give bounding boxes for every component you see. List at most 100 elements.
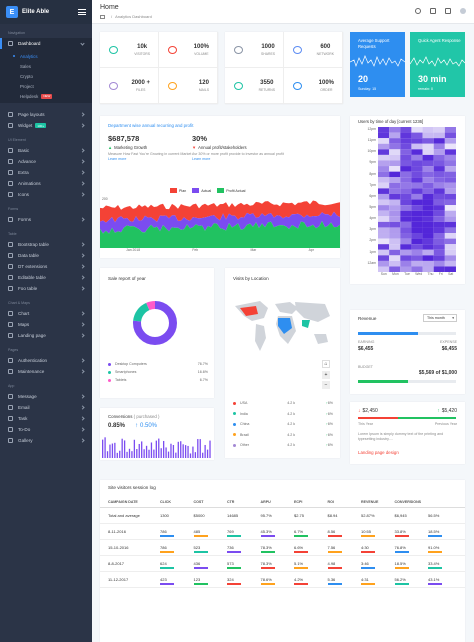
sidebar-item-extra[interactable]: Extra: [0, 167, 92, 178]
heatmap-cell: [389, 143, 401, 150]
previous-year-label: Previous Year: [434, 422, 457, 426]
table-cell: 736: [227, 545, 261, 553]
bell-icon[interactable]: [430, 8, 436, 14]
sidebar-item-basic[interactable]: Basic: [0, 145, 92, 156]
stat-cell-files: 2000 + FILES: [100, 68, 159, 104]
sidebar-item-bootstrap-table[interactable]: Bootstrap table: [0, 239, 92, 250]
sidebar-item-chart[interactable]: Chart: [0, 308, 92, 319]
sidebar-item-animations[interactable]: Animations: [0, 178, 92, 189]
legend-swatch: [192, 188, 200, 193]
sidebar-item-task[interactable]: Task: [0, 413, 92, 424]
heatmap-hour-label: 8pm: [369, 171, 376, 176]
table-cell: 4.2%: [294, 577, 328, 585]
sidebar-item-editable-table[interactable]: Editable table: [0, 272, 92, 283]
search-icon[interactable]: [415, 8, 421, 14]
learn-more-link[interactable]: Learn more: [192, 156, 211, 161]
heatmap-hour-label: 9pm: [369, 160, 376, 165]
heatmap-cell: [389, 221, 401, 228]
heatmap-cell: [378, 166, 390, 172]
table-cell-value: $2.75: [294, 513, 305, 518]
sidebar-subitem-analytics[interactable]: Analytics: [0, 51, 92, 61]
music-icon: [168, 45, 177, 54]
table-header-cell: CAMPAIGN DATE: [108, 499, 138, 504]
sidebar-item-page-layouts[interactable]: Page layouts: [0, 109, 92, 120]
heatmap-cell: [411, 227, 423, 234]
sidebar-item-advance[interactable]: Advance: [0, 156, 92, 167]
authentication-icon: [8, 358, 13, 363]
maintenance-icon: [8, 369, 13, 374]
sidebar-item-to-do[interactable]: To-Do: [0, 424, 92, 435]
user-avatar[interactable]: [460, 8, 466, 14]
heatmap-cell: [400, 132, 412, 139]
map-zoom-in[interactable]: +: [322, 371, 330, 379]
heatmap-cell: [433, 249, 445, 256]
heatmap-cell: [378, 138, 390, 144]
table-cell-value: 7.56: [327, 545, 336, 550]
stat-value: 120: [198, 79, 209, 86]
mail-icon[interactable]: [445, 8, 451, 14]
conversions-bar: [184, 445, 187, 458]
heatmap-cell: [389, 238, 401, 245]
sidebar-item-email[interactable]: Email: [0, 402, 92, 413]
heatmap-cell: [411, 238, 423, 245]
conversions-bar: [199, 439, 201, 458]
cell-progress-bar: [394, 551, 409, 553]
heatmap-cell: [422, 244, 434, 250]
cell-progress-bar: [260, 535, 275, 537]
heatmap-cell: [422, 193, 434, 200]
sidebar-item-dashboard[interactable]: Dashboard: [0, 38, 92, 49]
chevron-icon: [80, 286, 85, 291]
new-badge: NEW: [41, 93, 53, 99]
cell-progress-bar: [227, 535, 241, 537]
sidebar-item-forms[interactable]: Forms: [0, 214, 92, 225]
heatmap-cell: [433, 221, 445, 228]
sidebar-item-dt-extensions[interactable]: DT extensions: [0, 261, 92, 272]
heatmap-cell: [378, 238, 390, 245]
table-cell-value: 5.36: [327, 577, 336, 582]
heatmap-cell: [444, 193, 456, 200]
table-cell-value: 18.5%: [394, 561, 406, 566]
menu-toggle-icon[interactable]: [78, 9, 86, 15]
donut-slice-tablets: [133, 301, 177, 345]
map-home-button[interactable]: ⌂: [322, 360, 330, 368]
sidebar-item-message[interactable]: Message: [0, 391, 92, 402]
sidebar-item-authentication[interactable]: Authentication: [0, 355, 92, 366]
revenue-period-select[interactable]: This month ▾: [423, 314, 457, 322]
sidebar-item-icons[interactable]: Icons: [0, 189, 92, 200]
sidebar-item-data-table[interactable]: Data table: [0, 250, 92, 261]
conversions-bar: [150, 442, 153, 458]
stat-value: 100%: [318, 79, 334, 86]
sidebar-subitem-helpdesk[interactable]: Helpdesk NEW: [0, 91, 92, 101]
table-cell-value: $6,945: [394, 513, 407, 518]
conversions-change-value: 0.50%: [140, 423, 158, 429]
arrow-down-icon: ↓: [358, 408, 361, 414]
table-cell-value: 624: [160, 561, 167, 566]
sidebar-item-landing-page[interactable]: Landing page: [0, 330, 92, 341]
sidebar-item-widget[interactable]: Widget 100+: [0, 120, 92, 131]
sidebar-item-maintenance[interactable]: Maintenance: [0, 366, 92, 377]
map-zoom-out[interactable]: −: [322, 381, 330, 389]
country-dot: [233, 433, 236, 437]
home-icon[interactable]: [100, 14, 105, 19]
nav-section-charts: Chart & Maps: [8, 301, 30, 305]
sidebar-item-gallery[interactable]: Gallery: [0, 435, 92, 446]
sidebar-subitem-crypto[interactable]: Crypto: [0, 71, 92, 81]
sidebar-subitem-sales[interactable]: Sales: [0, 61, 92, 71]
landing-page-link[interactable]: Landing page design: [358, 450, 399, 455]
conversions-bar: [104, 437, 106, 458]
conversions-bar: [202, 452, 204, 458]
legend-item-actual: Actual: [192, 188, 211, 193]
sidebar-item-maps[interactable]: Maps: [0, 319, 92, 330]
agent-sparkline: [410, 56, 465, 67]
agent-card-sub: remain: 0: [418, 87, 433, 91]
chevron-icon: [80, 358, 85, 363]
conversions-bar: [163, 440, 165, 458]
learn-more-link[interactable]: Learn more: [108, 156, 127, 161]
earning-value: $6,455: [358, 346, 374, 352]
heatmap-cell: [433, 193, 445, 200]
sidebar-subitem-project[interactable]: Project: [0, 81, 92, 91]
heatmap-hour-label: 3pm: [369, 227, 376, 232]
heatmap-cell: [411, 216, 423, 222]
sidebar-item-foo-table[interactable]: Foo table: [0, 283, 92, 294]
users-by-time-card: Users by time of day [current 1236] 12pm…: [350, 116, 465, 284]
